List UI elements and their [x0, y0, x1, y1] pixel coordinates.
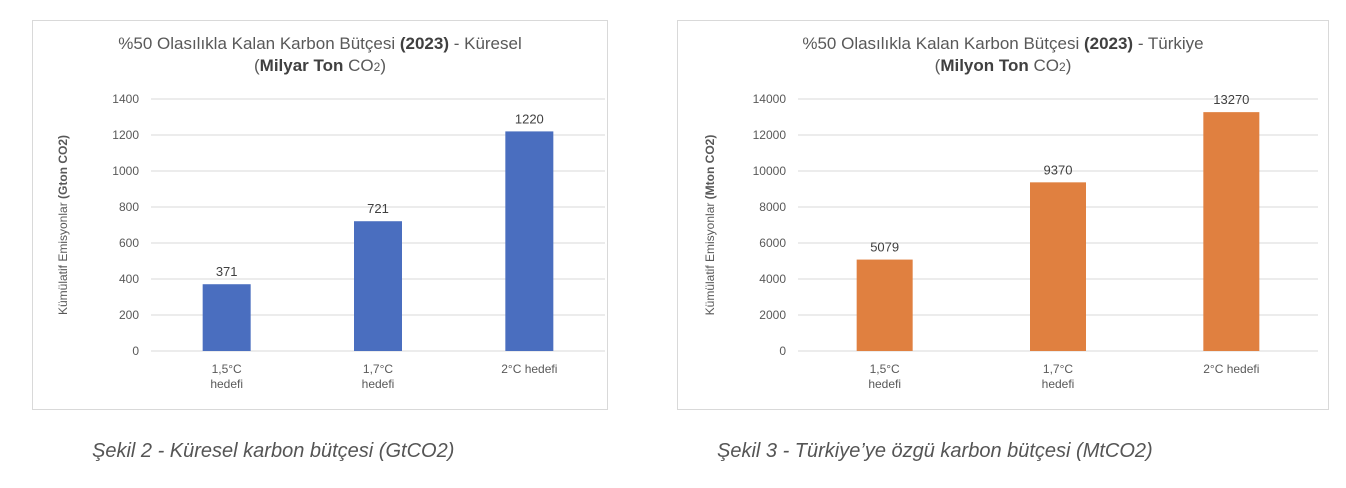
data-label: 9370	[1044, 162, 1073, 177]
y-tick-label: 14000	[753, 92, 787, 106]
y-tick-label: 1200	[112, 128, 139, 142]
y-tick-label: 200	[119, 308, 139, 322]
x-tick-label: hedefi	[868, 377, 901, 391]
title-main: %50 Olasılıkla Kalan Karbon Bütçesi	[802, 34, 1084, 53]
chart-plot-turkey: 0 2000 4000 6000 8000 10000 12000 14000 5079 1,5°…	[703, 92, 1318, 391]
y-axis-label: Kümülatif Emisyonlar (Gton CO2)	[56, 135, 70, 315]
chart-title: %50 Olasılıkla Kalan Karbon Bütçesi (202…	[33, 33, 607, 78]
x-tick-label: 1,5°C	[870, 362, 900, 376]
subtitle-open: (	[253, 56, 260, 75]
figure-caption-global: Şekil 2 - Küresel karbon bütçesi (GtCO2)	[92, 440, 455, 462]
title-year: (2023)	[399, 34, 449, 53]
y-axis-label: Kümülatif Emisyonlar (Mton CO2)	[703, 135, 717, 316]
x-tick-label: 1,7°C	[363, 362, 393, 376]
y-axis-label-unit: (Gton CO2)	[56, 135, 70, 199]
title-suffix: - Türkiye	[1133, 34, 1204, 53]
y-tick-label: 2000	[759, 308, 786, 322]
bar	[1203, 112, 1260, 351]
bar	[856, 259, 913, 351]
y-tick-label: 800	[119, 200, 139, 214]
data-label: 721	[367, 201, 389, 216]
y-axis-label-text: Kümülatif Emisyonlar	[703, 199, 717, 315]
title-year: (2023)	[1083, 34, 1134, 53]
figure-caption-turkey: Şekil 3 - Türkiye’ye özgü karbon bütçesi…	[717, 440, 1153, 462]
subtitle-open: (	[934, 56, 941, 75]
x-tick-label: 2°C hedefi	[1203, 362, 1259, 376]
subtitle-unit: CO	[343, 56, 374, 75]
chart-title: %50 Olasılıkla Kalan Karbon Bütçesi (202…	[678, 33, 1328, 78]
x-tick-label: hedefi	[362, 377, 395, 391]
y-tick-label: 10000	[753, 164, 787, 178]
data-label: 13270	[1213, 92, 1249, 107]
y-axis-label-text: Kümülatif Emisyonlar	[56, 199, 70, 315]
title-main: %50 Olasılıkla Kalan Karbon Bütçesi	[118, 34, 400, 53]
subtitle-sub: 2	[373, 60, 381, 74]
subtitle-unit: CO	[1028, 56, 1059, 75]
y-tick-label: 1000	[112, 164, 139, 178]
y-tick-label: 400	[119, 272, 139, 286]
bar	[1030, 182, 1086, 351]
data-label: 1220	[515, 111, 544, 126]
bar	[505, 131, 554, 351]
x-tick-label: 2°C hedefi	[501, 362, 557, 376]
x-tick-label: hedefi	[210, 377, 243, 391]
bar	[354, 221, 402, 351]
y-tick-label: 4000	[759, 272, 786, 286]
y-tick-label: 600	[119, 236, 139, 250]
data-label: 5079	[870, 240, 899, 255]
chart-global: %50 Olasılıkla Kalan Karbon Bütçesi (202…	[32, 20, 608, 410]
subtitle-bold: Milyar Ton	[259, 56, 344, 75]
chart-turkey: %50 Olasılıkla Kalan Karbon Bütçesi (202…	[677, 20, 1329, 410]
y-tick-label: 0	[779, 344, 786, 358]
y-tick-label: 0	[132, 344, 139, 358]
y-tick-label: 12000	[753, 128, 787, 142]
x-tick-label: 1,7°C	[1043, 362, 1073, 376]
subtitle-bold: Milyon Ton	[940, 56, 1029, 75]
subtitle-close: )	[380, 56, 386, 75]
y-tick-label: 1400	[112, 92, 139, 106]
x-tick-label: hedefi	[1042, 377, 1075, 391]
x-tick-label: 1,5°C	[212, 362, 242, 376]
y-tick-label: 8000	[759, 200, 786, 214]
data-label: 371	[216, 264, 238, 279]
y-tick-label: 6000	[759, 236, 786, 250]
title-suffix: - Küresel	[449, 34, 522, 53]
bar	[202, 284, 251, 351]
subtitle-sub: 2	[1059, 60, 1066, 74]
chart-plot-global: 02004006008001000120014003711,5°Chedefi7…	[56, 92, 605, 391]
subtitle-close: )	[1065, 56, 1072, 75]
y-axis-label-unit: (Mton CO2)	[703, 135, 717, 200]
